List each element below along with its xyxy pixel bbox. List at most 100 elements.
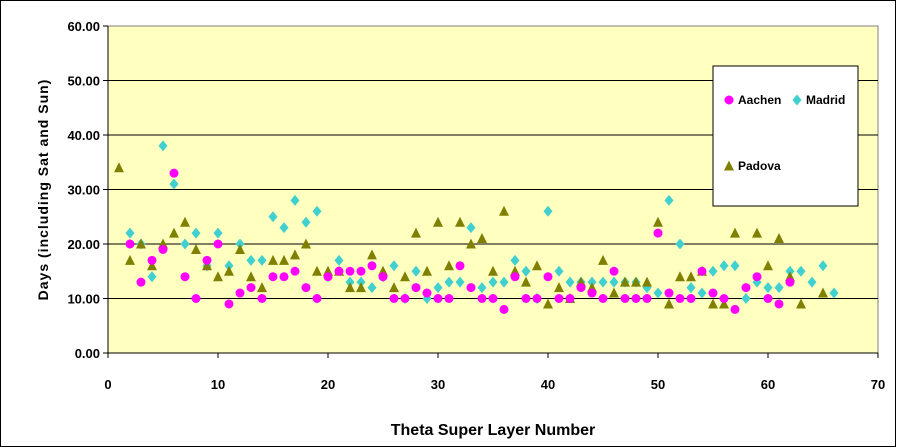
padova-point <box>620 276 630 287</box>
padova-point <box>763 260 773 271</box>
madrid-point <box>147 271 157 283</box>
aachen-point <box>521 294 531 303</box>
padova-point <box>224 265 234 276</box>
padova-point <box>455 216 465 227</box>
aachen-point <box>290 266 300 276</box>
madrid-point <box>268 211 278 223</box>
aachen-point <box>664 288 674 298</box>
madrid-point <box>213 227 223 239</box>
padova-point <box>730 227 740 238</box>
padova-point <box>147 260 157 271</box>
aachen-point <box>213 239 223 249</box>
aachen-point <box>356 266 366 276</box>
padova-point <box>444 260 454 271</box>
x-tick-label: 20 <box>321 377 335 392</box>
madrid-point <box>697 287 707 299</box>
padova-point <box>818 287 828 298</box>
y-tick-label: 10.00 <box>67 292 100 307</box>
madrid-point <box>257 254 267 266</box>
aachen-point <box>510 272 520 282</box>
legend-marker-padova <box>724 160 734 171</box>
madrid-point <box>499 276 509 288</box>
legend-marker-aachen <box>724 95 734 105</box>
padova-point <box>301 238 311 249</box>
aachen-point <box>180 272 190 282</box>
madrid-point <box>675 238 685 250</box>
padova-point <box>598 254 608 265</box>
aachen-point <box>400 294 410 303</box>
padova-point <box>213 271 223 282</box>
x-tick-label: 60 <box>761 377 775 392</box>
madrid-point <box>521 265 531 277</box>
aachen-point <box>301 283 311 293</box>
aachen-point <box>246 283 256 293</box>
padova-point <box>389 282 399 293</box>
madrid-point <box>290 194 300 206</box>
aachen-point <box>433 294 443 303</box>
aachen-point <box>719 294 729 303</box>
madrid-point <box>411 265 421 277</box>
y-tick-label: 0.00 <box>75 346 100 361</box>
padova-point <box>246 271 256 282</box>
madrid-point <box>334 254 344 266</box>
padova-point <box>488 265 498 276</box>
padova-point <box>180 216 190 227</box>
aachen-point <box>169 168 179 178</box>
aachen-point <box>411 283 421 293</box>
aachen-point <box>576 283 586 293</box>
axis-ticks: 0.00 10.00 20.00 30.00 40.00 50.00 60.00 0 10 20 3… <box>67 19 885 392</box>
padova-point <box>631 276 641 287</box>
x-axis-title: Theta Super Layer Number <box>391 422 596 439</box>
aachen-point <box>279 272 289 282</box>
aachen-point <box>147 255 157 265</box>
aachen-point <box>609 266 619 276</box>
aachen-point <box>125 239 135 249</box>
padova-point <box>411 227 421 238</box>
padova-point <box>202 260 212 271</box>
legend-label-aachen: Aachen <box>738 93 781 107</box>
aachen-point <box>741 283 751 293</box>
madrid-point <box>763 282 773 294</box>
aachen-point <box>543 272 553 282</box>
aachen-point <box>686 294 696 303</box>
y-tick-label: 30.00 <box>67 183 100 198</box>
padova-point <box>312 265 322 276</box>
x-tick-label: 10 <box>211 377 225 392</box>
x-tick-label: 0 <box>104 377 111 392</box>
madrid-point <box>719 260 729 272</box>
aachen-point <box>136 277 146 287</box>
madrid-point <box>169 178 179 190</box>
padova-point <box>675 271 685 282</box>
aachen-point <box>257 294 267 303</box>
padova-point <box>719 298 729 309</box>
madrid-point <box>818 260 828 272</box>
aachen-point <box>268 272 278 282</box>
aachen-point <box>378 272 388 282</box>
madrid-point <box>367 282 377 294</box>
madrid-point <box>279 222 289 234</box>
aachen-point <box>763 294 773 303</box>
madrid-point <box>466 222 476 234</box>
series-madrid <box>125 140 839 304</box>
madrid-point <box>741 293 751 304</box>
madrid-point <box>455 276 465 288</box>
madrid-point <box>312 205 322 217</box>
madrid-point <box>730 260 740 272</box>
aachen-point <box>587 288 597 298</box>
aachen-point <box>785 277 795 287</box>
padova-point <box>521 276 531 287</box>
madrid-point <box>774 282 784 294</box>
madrid-point <box>180 238 190 250</box>
legend-label-padova: Padova <box>738 159 781 173</box>
padova-point <box>422 265 432 276</box>
madrid-point <box>477 282 487 294</box>
y-tick-label: 40.00 <box>67 128 100 143</box>
madrid-point <box>444 276 454 288</box>
madrid-point <box>708 265 718 277</box>
aachen-point <box>389 294 399 303</box>
padova-point <box>752 227 762 238</box>
aachen-point <box>774 299 784 309</box>
aachen-point <box>642 294 652 303</box>
aachen-point <box>312 294 322 303</box>
